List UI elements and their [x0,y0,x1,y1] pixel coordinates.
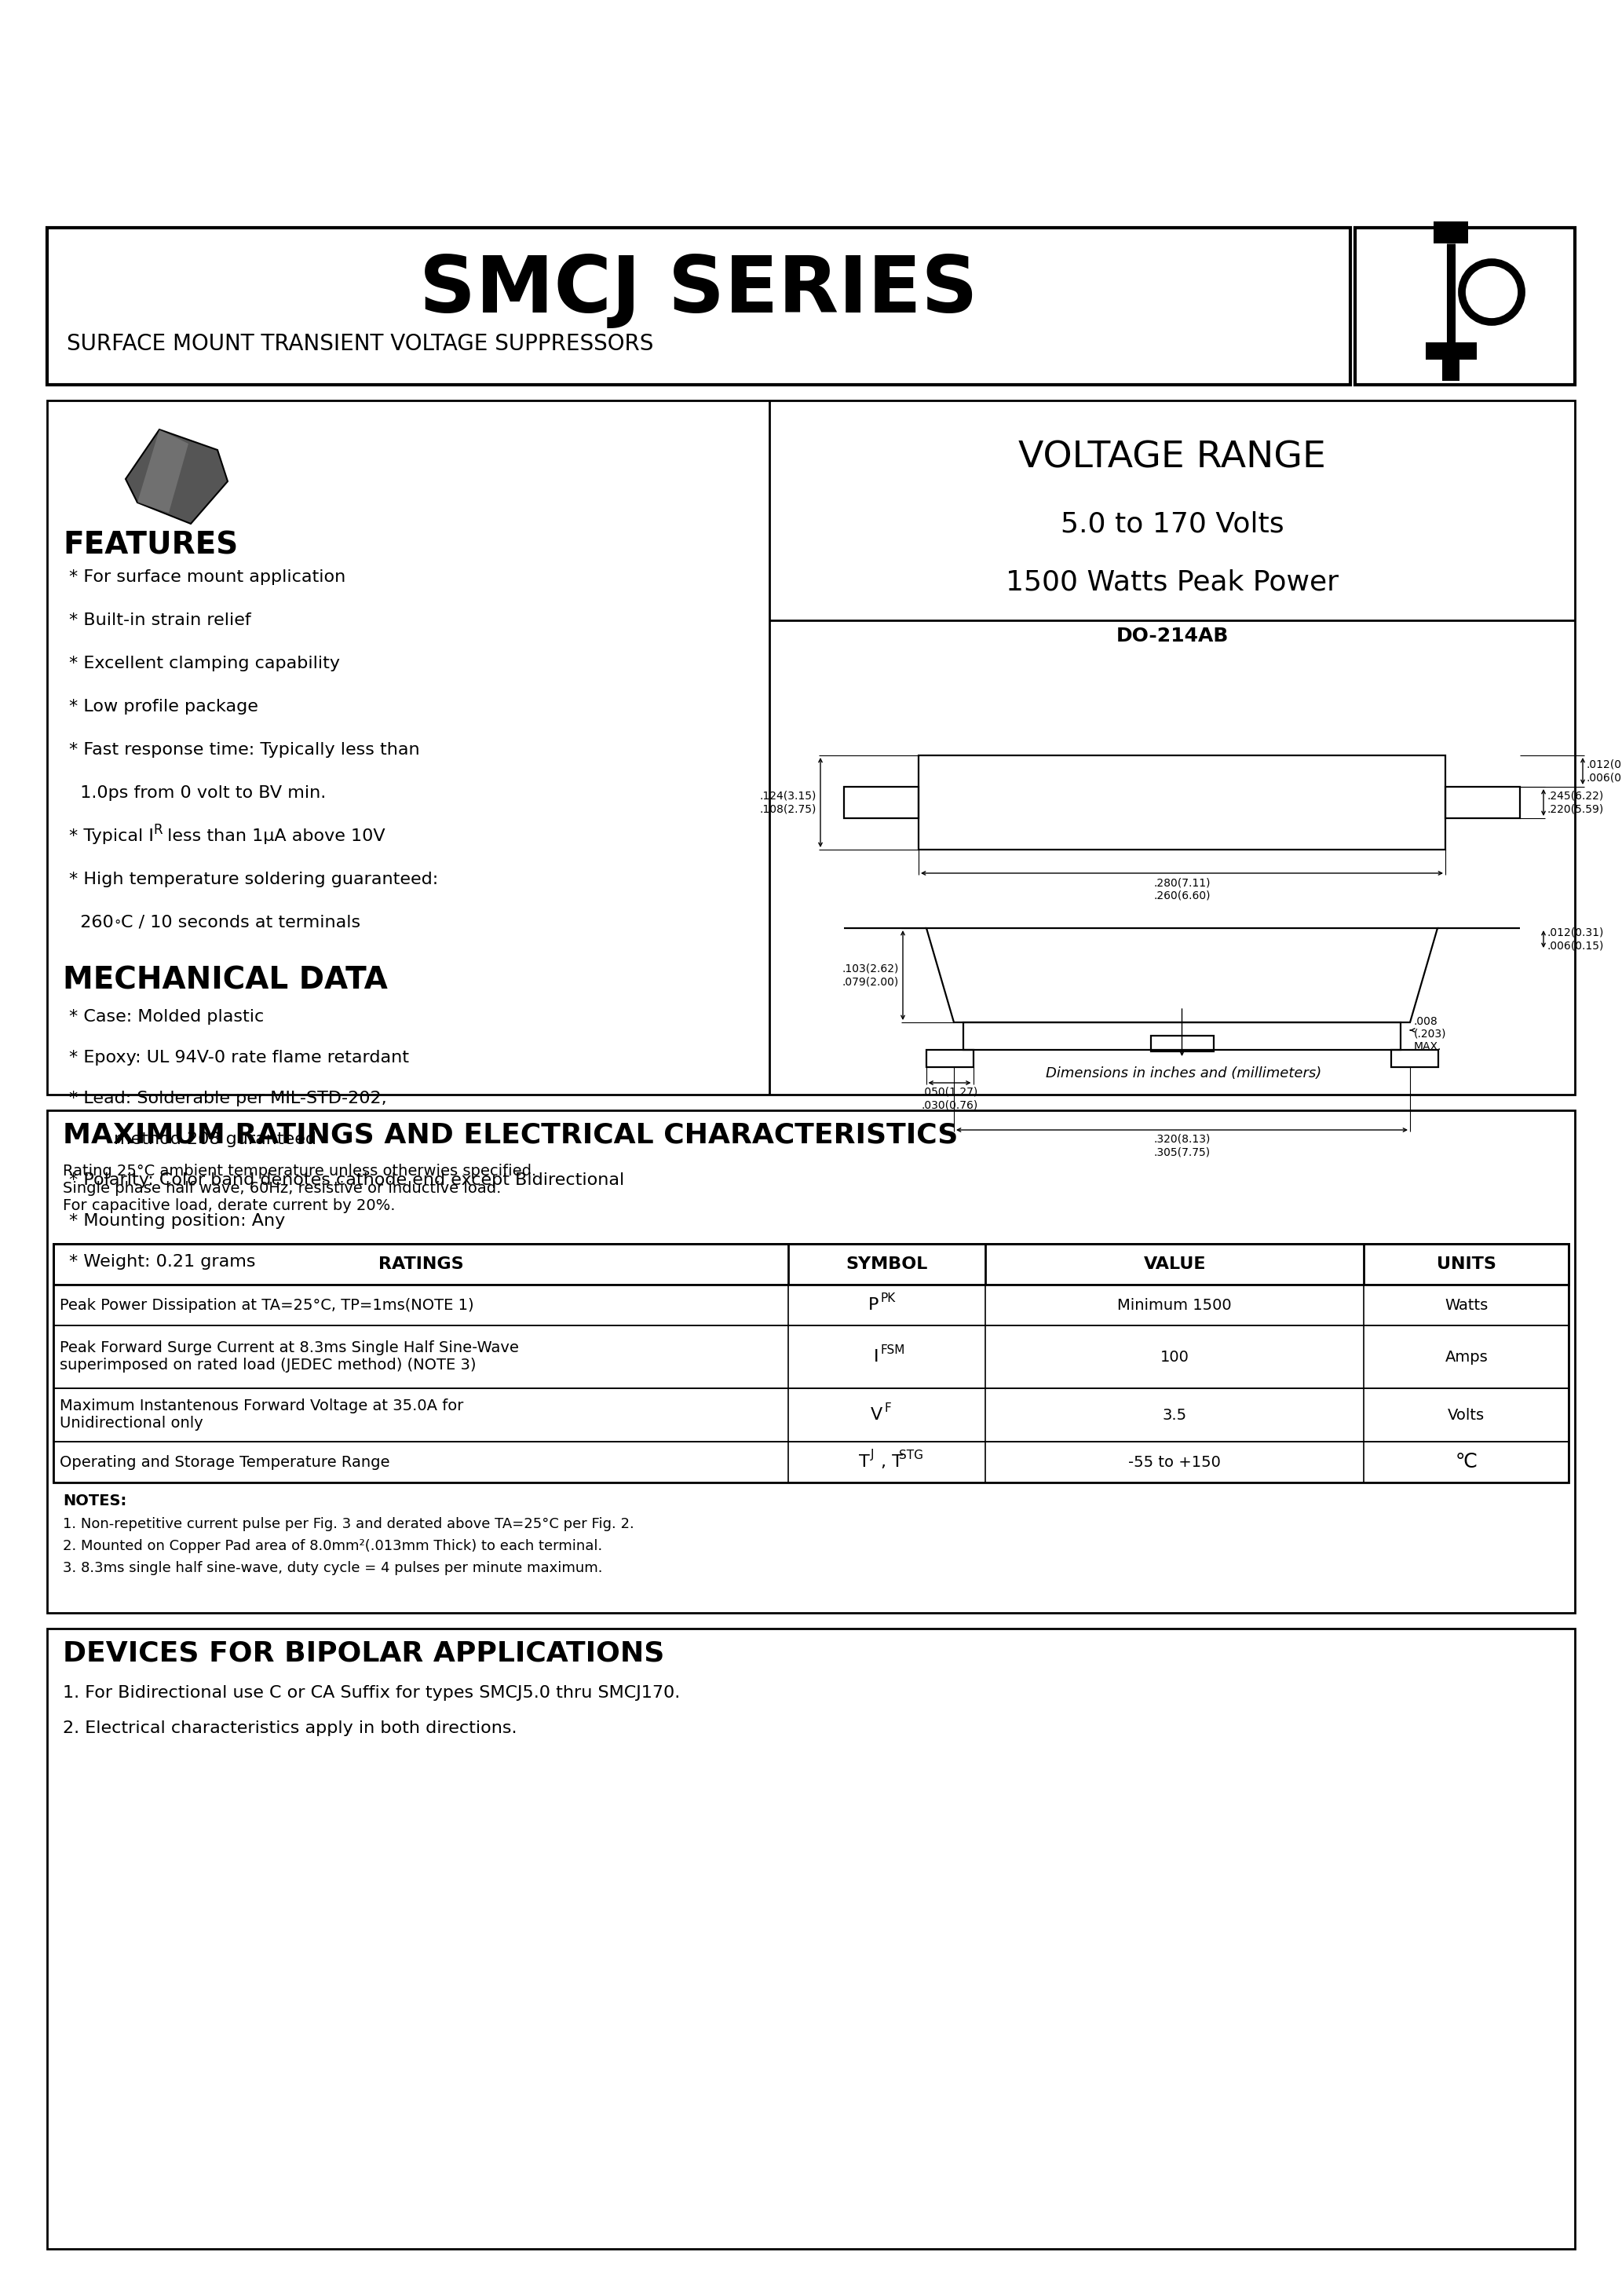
Text: MECHANICAL DATA: MECHANICAL DATA [63,967,388,996]
Text: FEATURES: FEATURES [63,530,238,560]
Bar [47,227,1351,386]
Text: .012(0.31)
.006(0.15): .012(0.31) .006(0.15) [1547,928,1604,951]
Text: ℃: ℃ [1455,1453,1478,1472]
Text: 100: 100 [1160,1350,1189,1364]
Bar [47,1628,1575,2248]
Text: T: T [858,1453,869,1469]
Text: 1500 Watts Peak Power: 1500 Watts Peak Power [1006,569,1338,597]
Text: 260: 260 [70,914,114,930]
Text: STG: STG [899,1449,923,1460]
Text: * Weight: 0.21 grams: * Weight: 0.21 grams [70,1254,256,1270]
Text: I: I [874,1350,879,1364]
Text: Watts: Watts [1445,1297,1487,1313]
Bar [54,1442,1568,1483]
Text: P: P [868,1297,879,1313]
Text: Peak Power Dissipation at TA=25°C, TP=1ms(NOTE 1): Peak Power Dissipation at TA=25°C, TP=1m… [60,1297,474,1313]
Text: * Built-in strain relief: * Built-in strain relief [70,613,251,629]
Text: Amps: Amps [1445,1350,1487,1364]
Text: * Mounting position: Any: * Mounting position: Any [70,1212,285,1228]
Bar [963,1022,1401,1049]
Text: Volts: Volts [1448,1407,1484,1424]
Text: Rating 25°C ambient temperature unless otherwies specified.
Single phase half wa: Rating 25°C ambient temperature unless o… [63,1164,537,1212]
Text: PK: PK [881,1293,895,1304]
Text: 1.0ps from 0 volt to BV min.: 1.0ps from 0 volt to BV min. [70,785,326,801]
Bar [47,1111,1575,1612]
Bar [1445,788,1520,817]
Bar [47,400,1575,1095]
Text: 1. For Bidirectional use C or CA Suffix for types SMCJ5.0 thru SMCJ170.: 1. For Bidirectional use C or CA Suffix … [63,1685,680,1701]
Text: R: R [152,822,162,838]
Text: VALUE: VALUE [1144,1256,1205,1272]
Bar [843,788,918,817]
Text: * Epoxy: UL 94V-0 rate flame retardant: * Epoxy: UL 94V-0 rate flame retardant [70,1049,409,1065]
Text: * For surface mount application: * For surface mount application [70,569,345,585]
Bar [54,1325,1568,1389]
Text: method 208 guranteed: method 208 guranteed [70,1132,316,1148]
Text: * Lead: Solderable per MIL-STD-202,: * Lead: Solderable per MIL-STD-202, [70,1091,386,1107]
Text: .103(2.62)
.079(2.00): .103(2.62) .079(2.00) [842,964,899,987]
Text: .245(6.22)
.220(5.59): .245(6.22) .220(5.59) [1547,790,1604,815]
Bar [926,1049,973,1068]
Text: RATINGS: RATINGS [378,1256,464,1272]
Polygon shape [138,429,188,512]
Text: * Case: Molded plastic: * Case: Molded plastic [70,1008,264,1024]
Text: .008
(.203)
MAX.: .008 (.203) MAX. [1414,1015,1447,1052]
Bar [54,1286,1568,1325]
Text: DEVICES FOR BIPOLAR APPLICATIONS: DEVICES FOR BIPOLAR APPLICATIONS [63,1639,665,1667]
Text: VOLTAGE RANGE: VOLTAGE RANGE [1019,441,1325,475]
Text: °: ° [114,918,120,932]
Bar [1442,360,1460,381]
Bar [54,1389,1568,1442]
Text: * Excellent clamping capability: * Excellent clamping capability [70,657,341,670]
Text: 3.5: 3.5 [1163,1407,1187,1424]
Text: J: J [871,1449,874,1460]
Text: SMCJ SERIES: SMCJ SERIES [420,253,978,328]
Text: * Typical I: * Typical I [70,829,154,845]
Bar [54,1244,1568,1286]
Text: .280(7.11)
.260(6.60): .280(7.11) .260(6.60) [1153,877,1210,900]
Bar [918,755,1445,850]
Text: Peak Forward Surge Current at 8.3ms Single Half Sine-Wave
superimposed on rated : Peak Forward Surge Current at 8.3ms Sing… [60,1341,519,1373]
Text: F: F [884,1403,890,1414]
Bar [1426,342,1476,360]
Text: * Polarity: Color band denotes cathode end except Bidirectional: * Polarity: Color band denotes cathode e… [70,1173,624,1187]
Bar [1354,227,1575,386]
Text: UNITS: UNITS [1437,1256,1495,1272]
Text: , T: , T [881,1453,902,1469]
Text: .124(3.15)
.108(2.75): .124(3.15) .108(2.75) [759,790,816,815]
Text: 5.0 to 170 Volts: 5.0 to 170 Volts [1061,510,1285,537]
Text: V: V [871,1407,882,1424]
Text: Minimum 1500: Minimum 1500 [1118,1297,1231,1313]
Text: 2. Electrical characteristics apply in both directions.: 2. Electrical characteristics apply in b… [63,1720,517,1736]
Text: Dimensions in inches and (millimeters): Dimensions in inches and (millimeters) [1046,1065,1322,1081]
Text: NOTES:: NOTES: [63,1492,127,1508]
Text: 2. Mounted on Copper Pad area of 8.0mm²(.013mm Thick) to each terminal.: 2. Mounted on Copper Pad area of 8.0mm²(… [63,1538,602,1552]
Bar [1150,1035,1213,1052]
Text: SURFACE MOUNT TRANSIENT VOLTAGE SUPPRESSORS: SURFACE MOUNT TRANSIENT VOLTAGE SUPPRESS… [67,333,654,356]
Text: MAXIMUM RATINGS AND ELECTRICAL CHARACTERISTICS: MAXIMUM RATINGS AND ELECTRICAL CHARACTER… [63,1123,959,1148]
Text: C / 10 seconds at terminals: C / 10 seconds at terminals [122,914,360,930]
Text: .050(1.27)
.030(0.76): .050(1.27) .030(0.76) [921,1086,978,1111]
Text: 1. Non-repetitive current pulse per Fig. 3 and derated above TA=25°C per Fig. 2.: 1. Non-repetitive current pulse per Fig.… [63,1518,634,1531]
Bar [1434,220,1468,243]
Text: Maximum Instantenous Forward Voltage at 35.0A for
Unidirectional only: Maximum Instantenous Forward Voltage at … [60,1398,464,1430]
Text: SYMBOL: SYMBOL [845,1256,928,1272]
Text: Operating and Storage Temperature Range: Operating and Storage Temperature Range [60,1456,389,1469]
Polygon shape [125,429,227,523]
Text: .012(0.31)
.006(0.15): .012(0.31) .006(0.15) [1586,760,1622,783]
Text: FSM: FSM [881,1343,905,1355]
Text: DO-214AB: DO-214AB [1116,627,1228,645]
Text: * Low profile package: * Low profile package [70,698,258,714]
Text: less than 1μA above 10V: less than 1μA above 10V [162,829,384,845]
Text: -55 to +150: -55 to +150 [1129,1456,1221,1469]
Bar [1390,1049,1437,1068]
Bar [54,1244,1568,1483]
Text: 3. 8.3ms single half sine-wave, duty cycle = 4 pulses per minute maximum.: 3. 8.3ms single half sine-wave, duty cyc… [63,1561,602,1575]
Text: * High temperature soldering guaranteed:: * High temperature soldering guaranteed: [70,872,438,886]
Text: .320(8.13)
.305(7.75): .320(8.13) .305(7.75) [1153,1134,1210,1157]
Text: * Fast response time: Typically less than: * Fast response time: Typically less tha… [70,742,420,758]
